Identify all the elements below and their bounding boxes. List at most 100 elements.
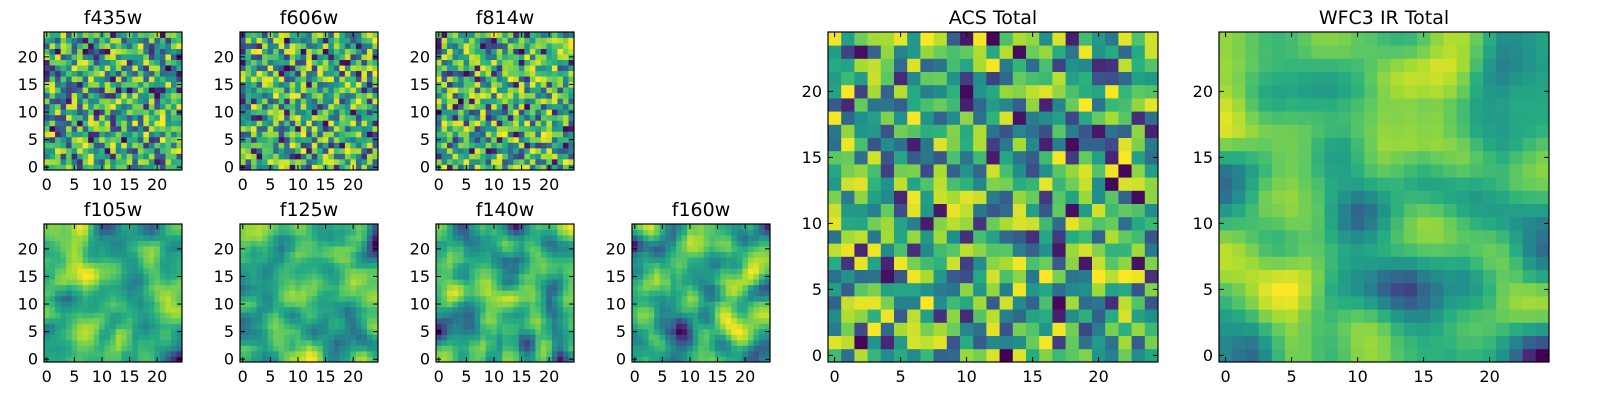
heatmap-cell: [361, 262, 368, 269]
heatmap-cell: [366, 312, 373, 319]
heatmap-cell: [665, 345, 672, 352]
heatmap-cell: [1105, 230, 1119, 244]
heatmap-cell: [1144, 216, 1159, 231]
heatmap-cell: [289, 290, 296, 297]
heatmap-cell: [518, 262, 525, 269]
heatmap-cell: [262, 114, 268, 121]
heatmap-cell: [126, 262, 133, 269]
heatmap-cell: [703, 240, 710, 247]
heatmap-cell: [317, 114, 324, 121]
heatmap-cell: [350, 323, 357, 330]
heatmap-cell: [709, 350, 716, 357]
heatmap-cell: [154, 48, 161, 55]
heatmap-cell: [350, 147, 357, 154]
heatmap-cell: [491, 339, 498, 346]
heatmap-cell: [463, 279, 470, 286]
heatmap-cell: [670, 284, 677, 291]
heatmap-cell: [841, 309, 855, 323]
heatmap-cell: [289, 345, 296, 352]
heatmap-cell: [137, 164, 144, 171]
heatmap-cell: [355, 235, 362, 241]
heatmap-cell: [933, 190, 948, 204]
heatmap-cell: [176, 32, 183, 38]
heatmap-cell: [170, 268, 177, 275]
heatmap-cell: [458, 70, 464, 77]
heatmap-cell: [154, 114, 161, 121]
heatmap-cell: [300, 339, 307, 346]
heatmap-cell: [551, 284, 558, 291]
heatmap-cell: [240, 306, 246, 313]
heatmap-cell: [110, 251, 117, 258]
heatmap-cell: [295, 273, 302, 280]
heatmap-cell: [960, 230, 974, 244]
heatmap-cell: [322, 350, 329, 357]
heatmap-cell: [121, 279, 128, 286]
heatmap-cell: [93, 350, 100, 357]
heatmap-cell: [110, 229, 117, 236]
heatmap-cell: [546, 295, 553, 302]
heatmap-cell: [361, 356, 368, 363]
heatmap-cell: [328, 323, 335, 330]
heatmap-cell: [907, 322, 921, 336]
heatmap-cell: [557, 306, 564, 313]
heatmap-cell: [71, 54, 78, 60]
heatmap-cell: [692, 279, 699, 286]
heatmap-cell: [311, 37, 318, 44]
heatmap-cell: [262, 273, 268, 280]
heatmap-cell: [676, 306, 683, 313]
heatmap-cell: [933, 309, 948, 323]
heatmap-cell: [289, 328, 296, 335]
heatmap-cell: [55, 345, 61, 352]
heatmap-cell: [698, 301, 705, 308]
heatmap-cell: [361, 290, 368, 297]
heatmap-cell: [339, 158, 346, 165]
heatmap-cell: [170, 356, 177, 363]
heatmap-cell: [295, 147, 302, 154]
heatmap-cell: [110, 70, 117, 77]
heatmap-cell: [361, 92, 368, 99]
heatmap-cell: [82, 70, 89, 77]
heatmap-cell: [960, 269, 974, 284]
heatmap-cell: [295, 301, 302, 308]
heatmap-cell: [681, 229, 688, 236]
heatmap-cell: [256, 246, 263, 252]
heatmap-cell: [714, 284, 721, 291]
heatmap-cell: [245, 317, 252, 324]
heatmap-cell: [284, 317, 291, 324]
heatmap-cell: [441, 262, 448, 269]
heatmap-cell: [317, 103, 324, 110]
heatmap-cell: [339, 350, 346, 357]
heatmap-cell: [933, 230, 948, 244]
heatmap-cell: [507, 301, 514, 308]
heatmap-cell: [518, 81, 525, 88]
heatmap-cell: [256, 257, 263, 264]
heatmap-cell: [648, 356, 655, 363]
heatmap-cell: [317, 290, 324, 297]
heatmap-cell: [474, 37, 481, 44]
heatmap-cell: [328, 350, 335, 357]
heatmap-cell: [654, 251, 660, 258]
heatmap-cell: [350, 279, 357, 286]
x-tick-label: 20: [343, 367, 363, 386]
heatmap-cell: [973, 322, 987, 336]
heatmap-cell: [632, 306, 638, 313]
heatmap-cell: [126, 268, 133, 275]
heatmap-cell: [551, 345, 558, 352]
heatmap-cell: [143, 251, 150, 258]
heatmap-cell: [463, 114, 470, 121]
heatmap-cell: [289, 147, 296, 154]
heatmap-cell: [295, 120, 302, 127]
heatmap-cell: [880, 243, 895, 257]
heatmap-cell: [104, 65, 111, 72]
heatmap-cell: [55, 81, 61, 88]
heatmap-cell: [518, 279, 525, 286]
heatmap-cell: [311, 136, 318, 143]
heatmap-cell: [447, 345, 453, 352]
heatmap-cell: [93, 240, 100, 247]
heatmap-cell: [284, 153, 291, 160]
heatmap-cell: [496, 142, 503, 149]
heatmap-cell: [562, 98, 569, 105]
heatmap-cell: [126, 153, 133, 160]
heatmap-cell: [355, 323, 362, 330]
heatmap-cell: [529, 323, 536, 330]
